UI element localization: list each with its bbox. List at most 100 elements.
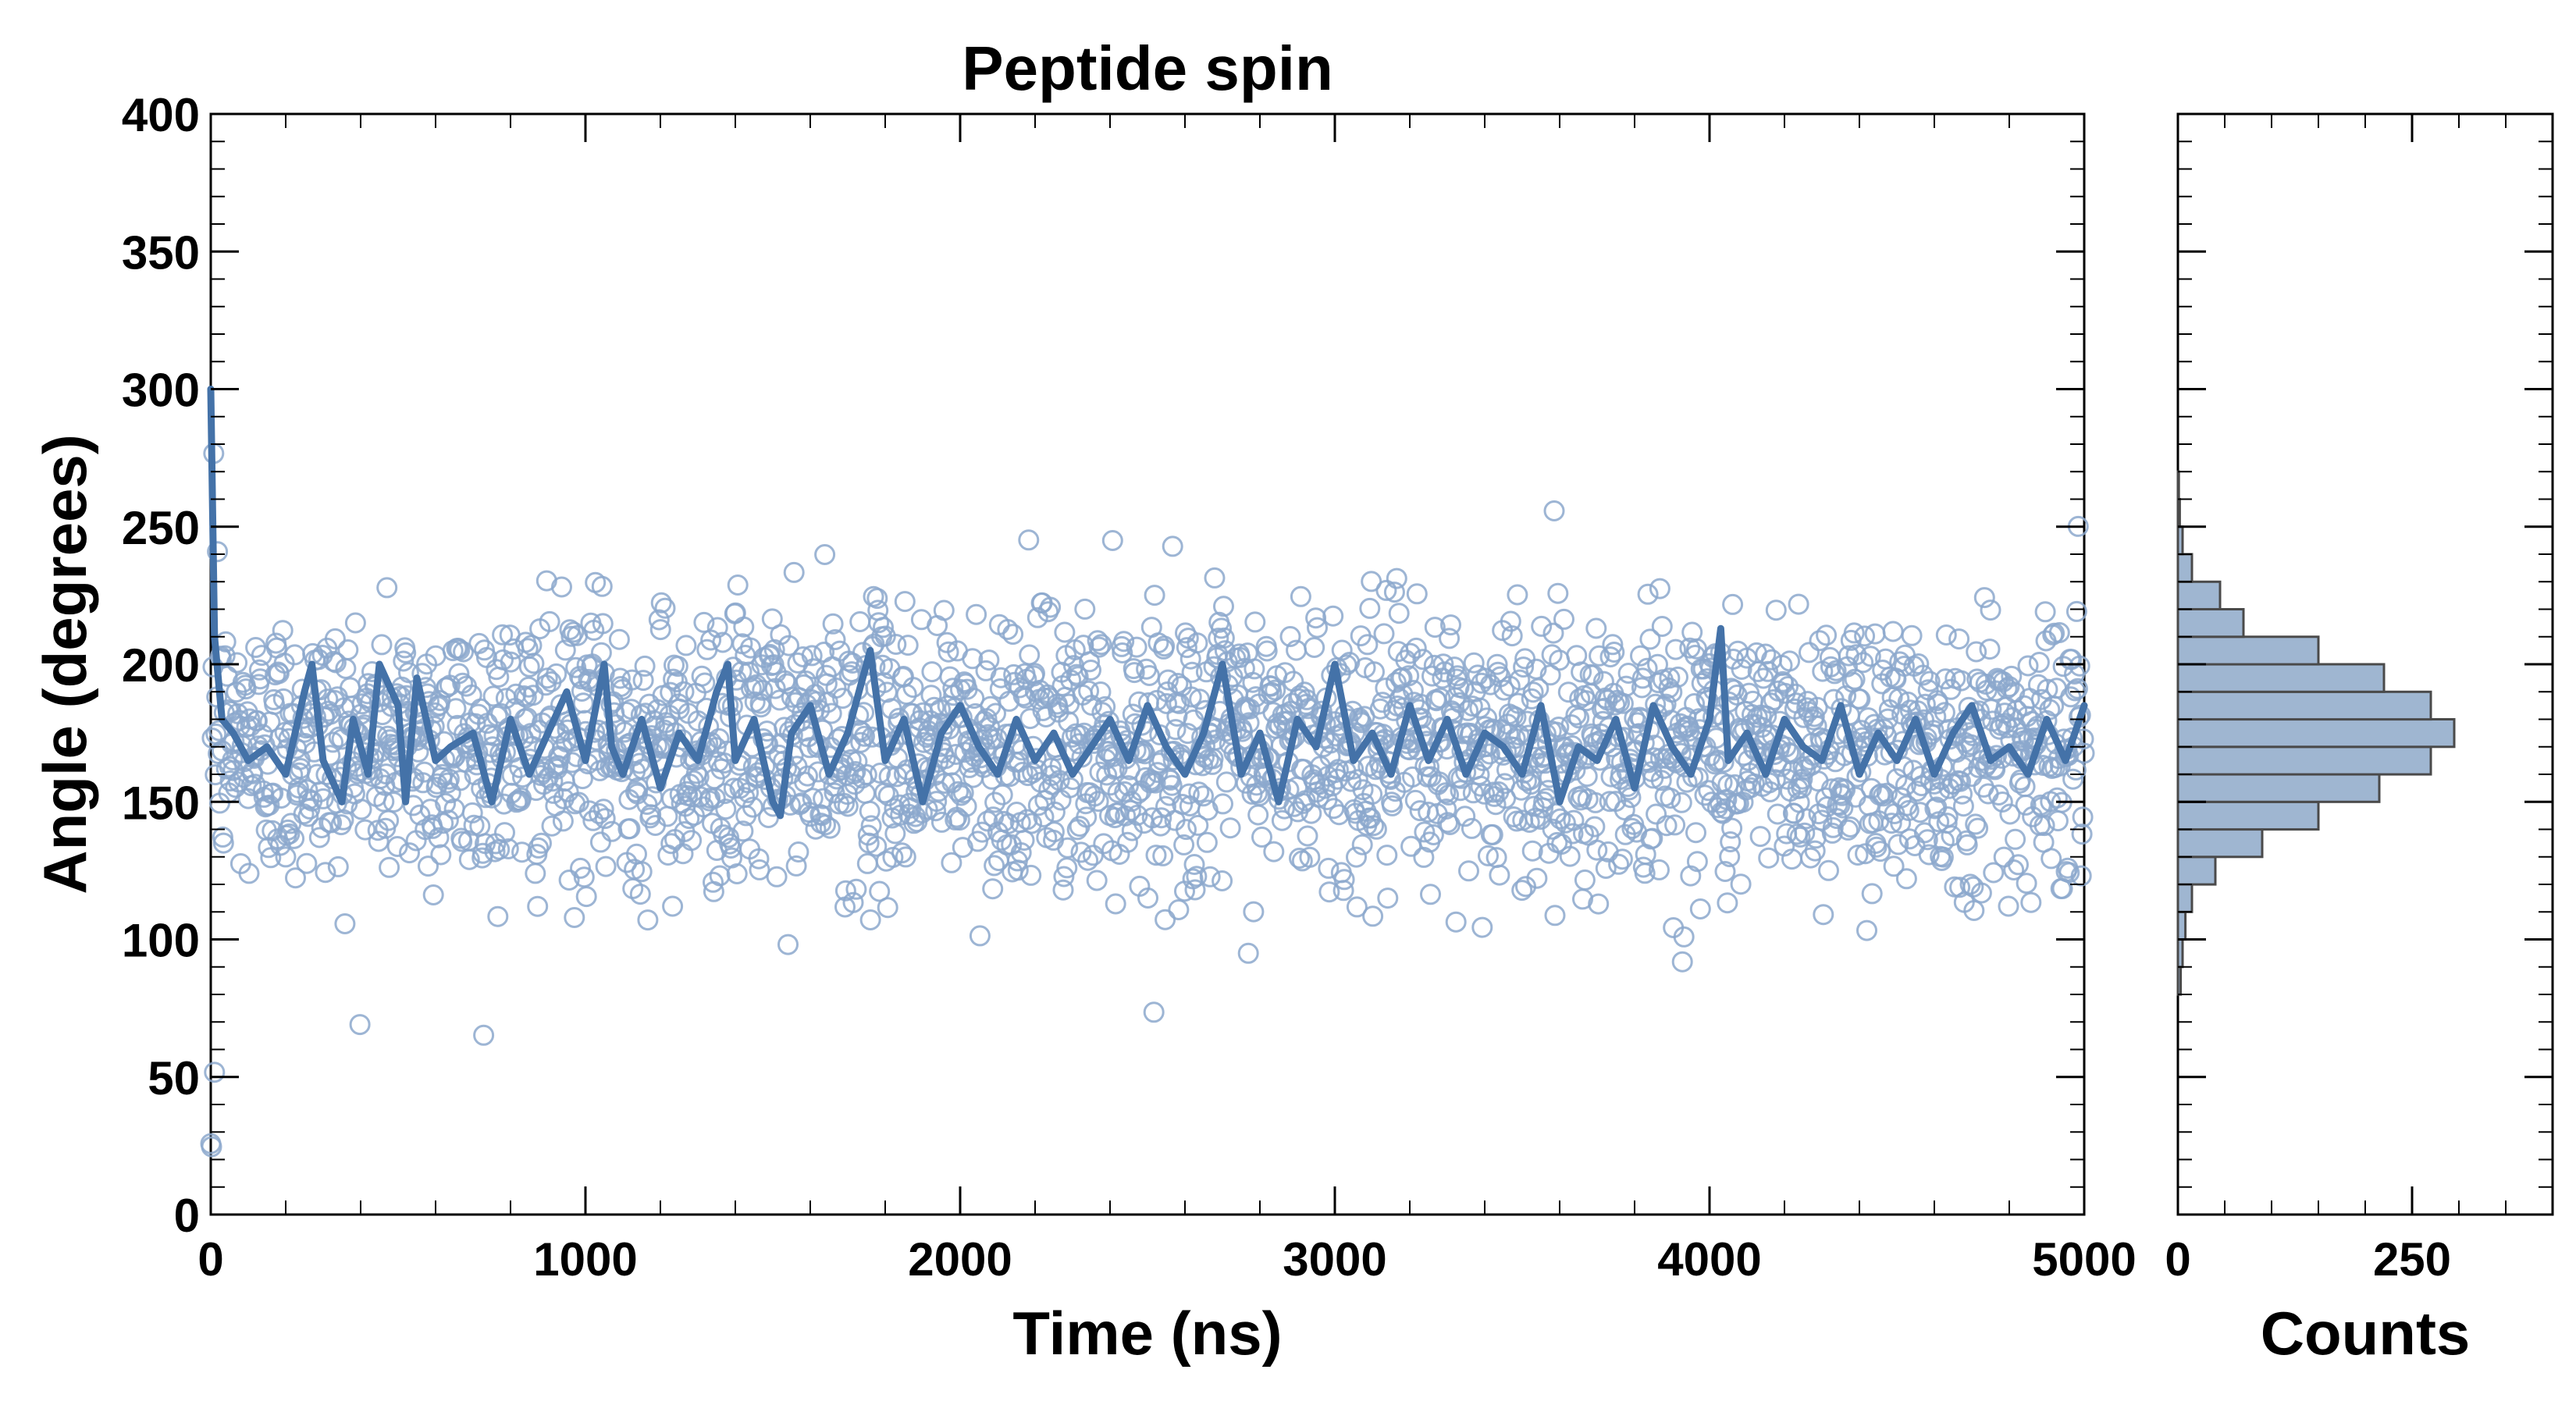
scatter-point xyxy=(878,766,900,788)
scatter-point xyxy=(1305,607,1327,629)
scatter-point xyxy=(1760,692,1782,714)
scatter-point xyxy=(1809,630,1831,652)
scatter-point xyxy=(1247,804,1269,826)
scatter-point xyxy=(1656,815,1678,837)
scatter-point xyxy=(1914,693,1936,715)
scatter-point xyxy=(324,628,346,649)
scatter-point xyxy=(1112,642,1133,663)
scatter-point xyxy=(1247,782,1268,804)
scatter-point xyxy=(1514,648,1536,670)
scatter-point xyxy=(1617,663,1639,684)
scatter-point xyxy=(801,645,823,667)
scatter-point xyxy=(1883,855,1905,877)
scatter-point xyxy=(1462,782,1484,804)
scatter-point xyxy=(1483,785,1505,807)
scatter-point xyxy=(1673,926,1695,948)
scatter-point xyxy=(1199,866,1221,887)
scatter-point xyxy=(1215,771,1237,793)
scatter-point xyxy=(438,768,460,790)
scatter-point xyxy=(1290,585,1311,607)
scatter-point xyxy=(1916,829,1938,851)
histogram-bar xyxy=(2176,773,2381,803)
scatter-point xyxy=(2069,655,2090,677)
scatter-point xyxy=(1005,802,1027,823)
scatter-point xyxy=(742,796,763,818)
scatter-point xyxy=(1998,895,2019,917)
scatter-point xyxy=(1671,951,1693,973)
scatter-point xyxy=(1746,706,1768,728)
scatter-point xyxy=(1331,639,1353,661)
scatter-point xyxy=(1731,659,1752,680)
scatter-point xyxy=(1489,864,1510,886)
scatter-point xyxy=(1003,663,1025,685)
scatter-point xyxy=(1090,681,1112,702)
scatter-point xyxy=(1357,634,1379,656)
scatter-point xyxy=(1053,866,1075,887)
scatter-point xyxy=(866,835,888,857)
scatter-point xyxy=(351,693,373,715)
scatter-point xyxy=(1544,905,1566,927)
scatter-point xyxy=(991,784,1013,806)
scatter-point xyxy=(1685,822,1706,844)
scatter-point xyxy=(971,821,993,843)
scatter-point xyxy=(1603,642,1625,663)
scatter-point xyxy=(1398,665,1420,687)
scatter-point xyxy=(1328,804,1350,826)
scatter-point xyxy=(724,602,746,624)
scatter-point xyxy=(1779,650,1801,672)
scatter-point xyxy=(534,758,556,780)
scatter-point xyxy=(327,855,349,877)
scatter-point xyxy=(1941,825,1962,847)
histogram-bar xyxy=(2176,525,2184,556)
scatter-point xyxy=(658,715,680,737)
scatter-point xyxy=(1639,628,1661,650)
scatter-point xyxy=(1991,791,2013,813)
scatter-point xyxy=(1066,663,1087,685)
scatter-point xyxy=(1105,893,1126,915)
scatter-point xyxy=(1271,809,1293,831)
scatter-point xyxy=(204,1062,226,1083)
scatter-point xyxy=(1898,799,1920,821)
scatter-point xyxy=(1212,870,1233,891)
scatter-point xyxy=(1094,695,1116,717)
scatter-point xyxy=(1934,668,1956,690)
scatter-point xyxy=(552,810,574,832)
scatter-point xyxy=(1804,840,1826,862)
scatter-point xyxy=(308,827,330,848)
scatter-point xyxy=(1765,599,1787,621)
scatter-point xyxy=(1386,567,1407,589)
scatter-point xyxy=(634,655,656,677)
histogram-bar xyxy=(2176,828,2264,859)
scatter-point xyxy=(990,667,1012,688)
scatter-point xyxy=(428,827,450,848)
scatter-point xyxy=(1585,617,1607,639)
scatter-point xyxy=(1187,632,1208,654)
scatter-point xyxy=(1188,781,1210,803)
scatter-point xyxy=(942,678,964,699)
scatter-point xyxy=(856,763,877,785)
scatter-point xyxy=(2072,806,2094,828)
scatter-point xyxy=(1788,593,1809,615)
scatter-point xyxy=(1599,646,1621,668)
scatter-point xyxy=(1204,567,1226,589)
scatter-point xyxy=(594,808,616,830)
scatter-point xyxy=(1010,842,1032,863)
scatter-point xyxy=(1025,748,1047,770)
histogram-bar xyxy=(2176,470,2180,501)
scatter-point xyxy=(1173,834,1195,855)
scatter-point xyxy=(1504,727,1526,749)
scatter-point xyxy=(437,809,459,831)
histogram-x-tick-label: 0 xyxy=(2165,1233,2190,1286)
scatter-point xyxy=(1806,696,1828,718)
scatter-point xyxy=(1822,816,1844,838)
scatter-point xyxy=(1475,667,1497,689)
scatter-point xyxy=(1918,844,1940,866)
scatter-point xyxy=(561,752,583,774)
scatter-point xyxy=(1595,858,1617,879)
scatter-point xyxy=(1429,687,1451,709)
scatter-point xyxy=(1795,808,1817,830)
histogram-bar xyxy=(2176,966,2183,996)
scatter-point xyxy=(487,905,509,927)
scatter-point xyxy=(1521,840,1543,862)
scatter-point xyxy=(1895,868,1917,890)
